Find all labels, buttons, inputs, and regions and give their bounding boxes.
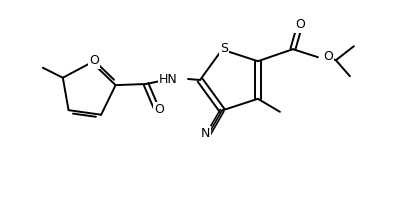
Text: O: O bbox=[154, 103, 164, 116]
Text: O: O bbox=[322, 50, 332, 63]
Text: O: O bbox=[89, 54, 99, 67]
Text: HN: HN bbox=[159, 72, 178, 86]
Text: S: S bbox=[220, 42, 227, 55]
Text: N: N bbox=[200, 128, 209, 140]
Text: O: O bbox=[294, 18, 304, 31]
